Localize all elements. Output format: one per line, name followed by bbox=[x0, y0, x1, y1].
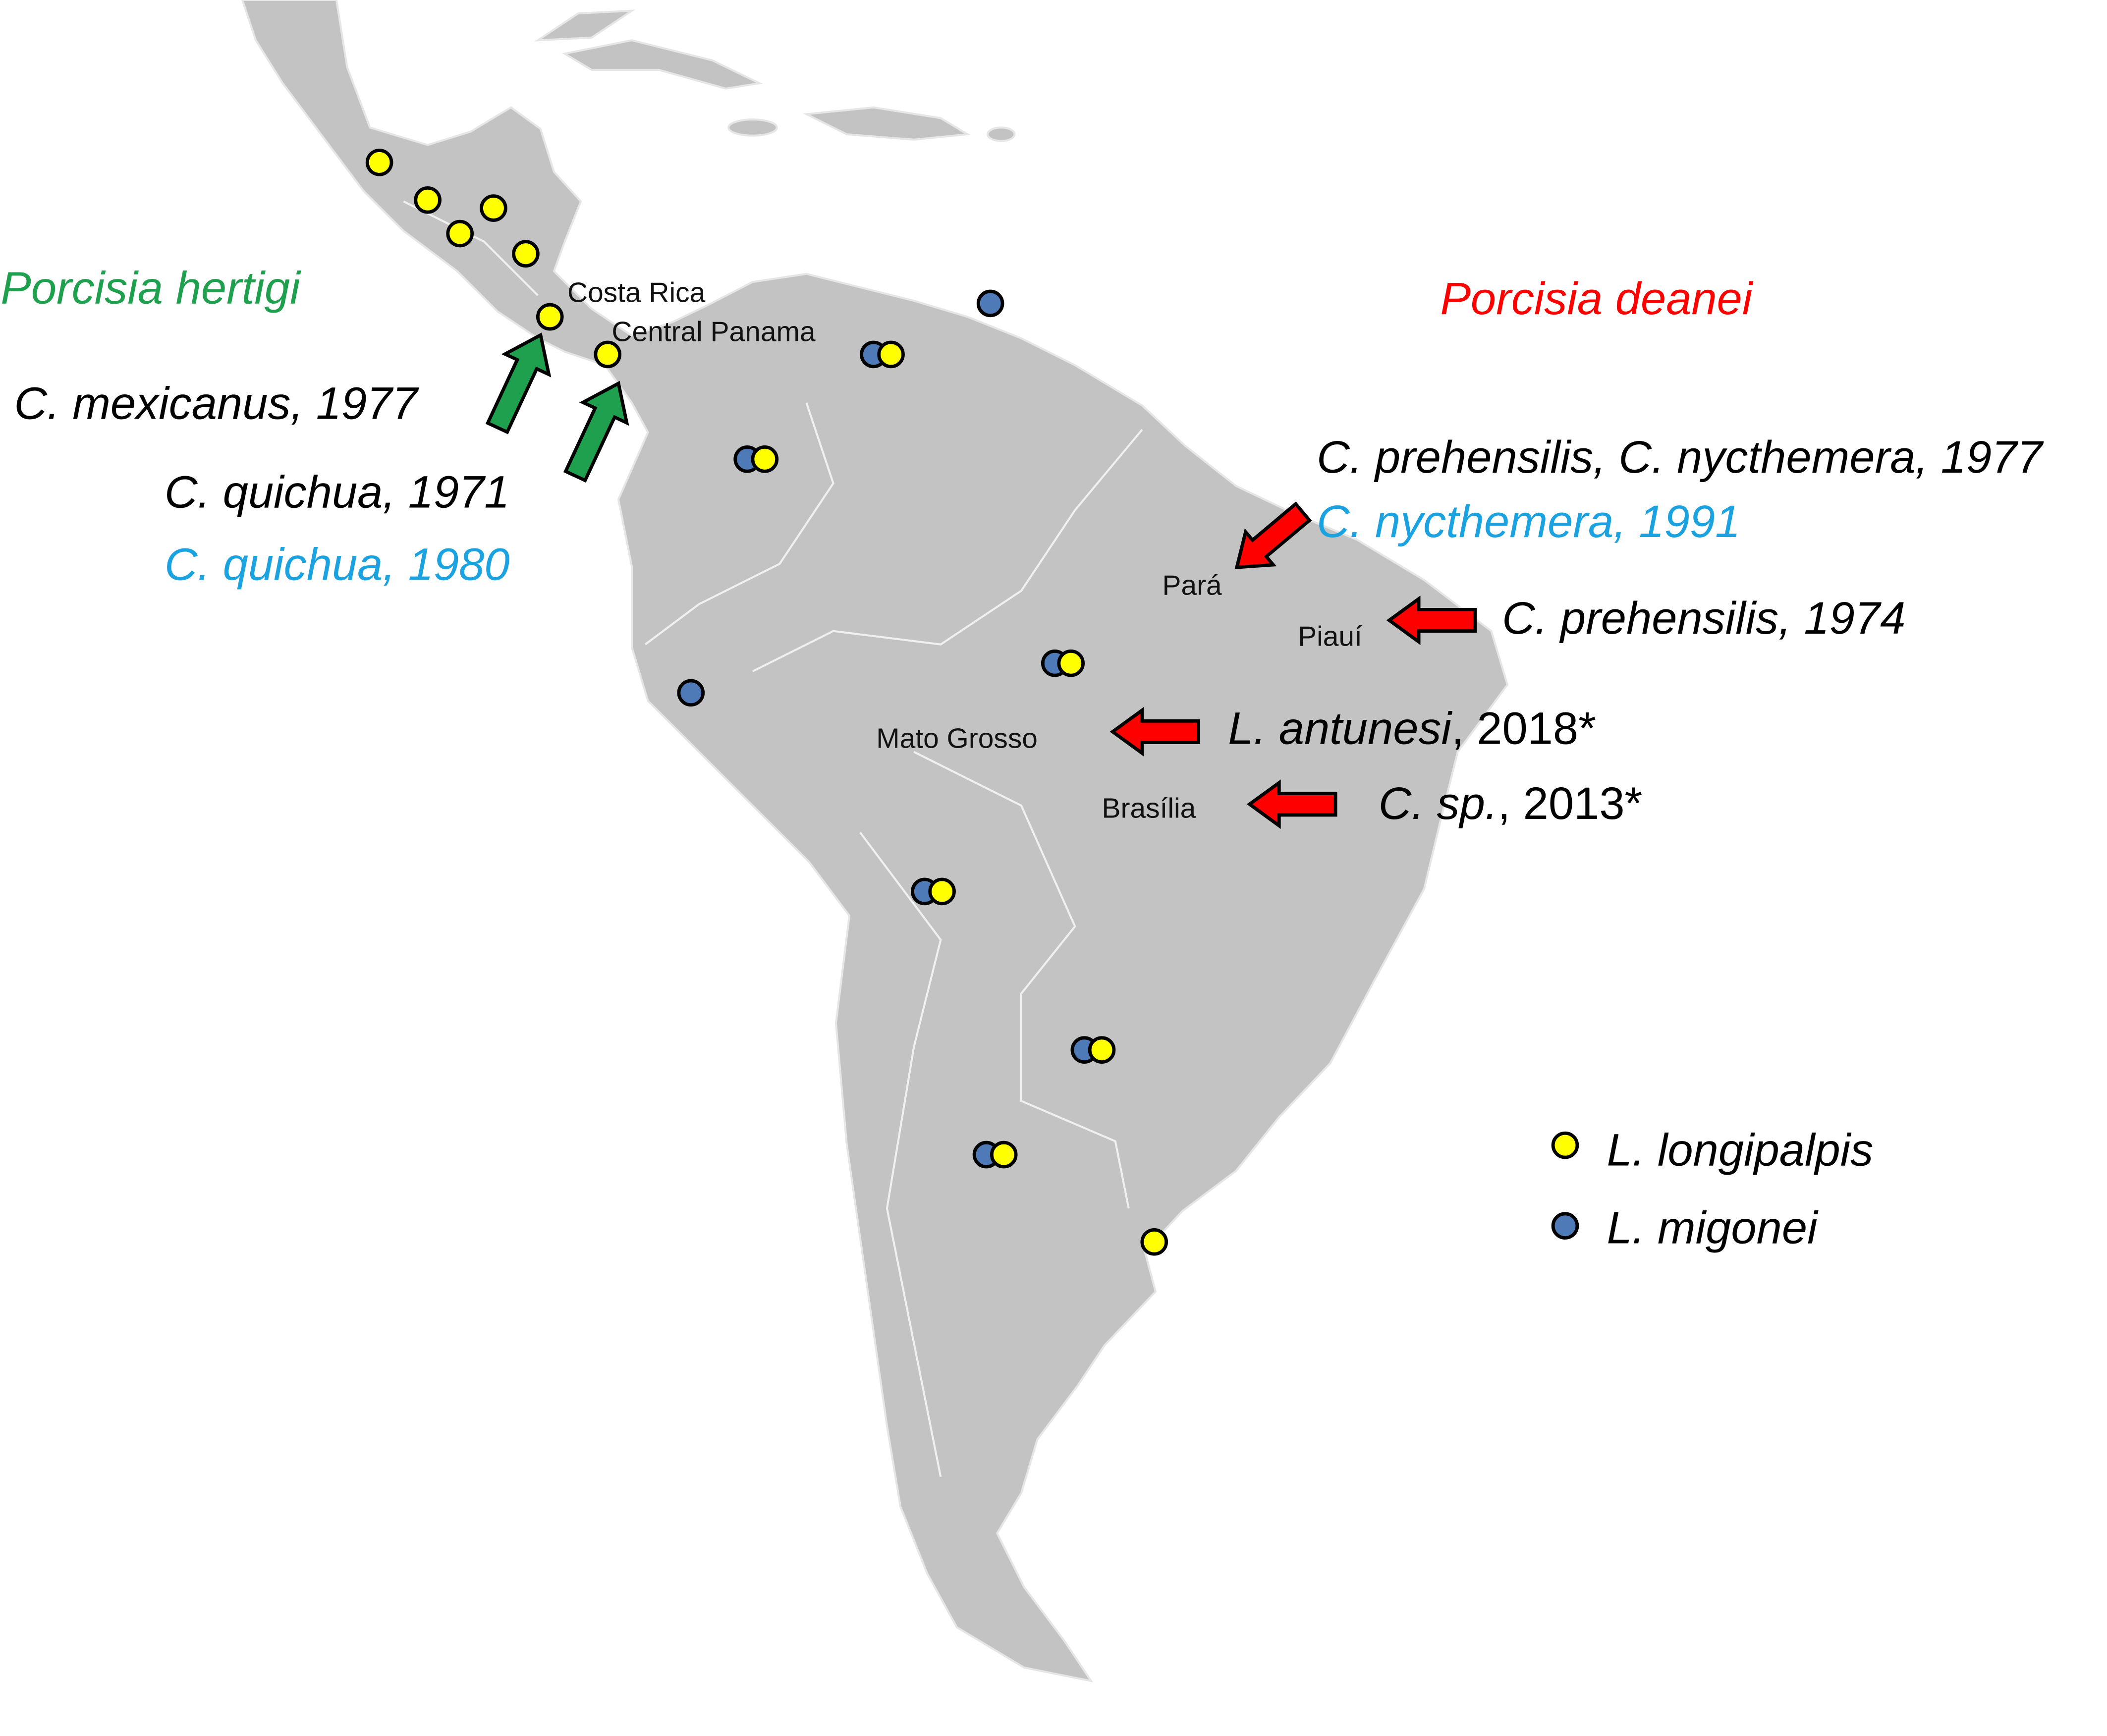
record-label: C. quichua, 1980 bbox=[165, 539, 510, 590]
record-label: C. prehensilis, 1974 bbox=[1502, 593, 1905, 644]
legend-marker bbox=[1551, 1212, 1579, 1240]
record-label: C. mexicanus, 1977 bbox=[14, 378, 419, 429]
marker-longipalpis bbox=[480, 194, 507, 222]
legend-label: L. migonei bbox=[1607, 1202, 1819, 1253]
legend-label: L. longipalpis bbox=[1607, 1124, 1874, 1175]
borders bbox=[403, 200, 1143, 1477]
marker-longipalpis bbox=[365, 149, 393, 176]
legend: L. longipalpis L. migonei bbox=[1551, 1124, 1874, 1253]
place-label: Piauí bbox=[1298, 620, 1362, 652]
red-arrow bbox=[1386, 595, 1477, 646]
marker-longipalpis bbox=[877, 340, 905, 369]
marker-longipalpis bbox=[928, 877, 956, 906]
marker-longipalpis bbox=[990, 1140, 1018, 1169]
red-arrow bbox=[1234, 501, 1312, 569]
marker-longipalpis bbox=[536, 303, 564, 331]
record-label: C. sp., 2013* bbox=[1379, 778, 1643, 829]
record-label: L. antunesi, 2018* bbox=[1228, 703, 1596, 754]
marker-longipalpis bbox=[594, 340, 622, 369]
place-label: Brasília bbox=[1102, 792, 1196, 824]
marker-longipalpis bbox=[751, 445, 779, 473]
marker-longipalpis bbox=[414, 186, 442, 214]
place-label: Costa Rica bbox=[567, 277, 706, 309]
land bbox=[241, 0, 1509, 1682]
red-arrow bbox=[1109, 706, 1201, 757]
markers bbox=[365, 149, 1168, 1256]
record-year: , 2018* bbox=[1451, 703, 1596, 754]
place-label: Central Panama bbox=[611, 316, 815, 347]
marker-longipalpis bbox=[512, 240, 540, 268]
record-label: C. nycthemera, 1991 bbox=[1317, 496, 1740, 547]
marker-migonei bbox=[677, 679, 705, 707]
green-arrow bbox=[485, 332, 552, 434]
marker-longipalpis bbox=[1057, 649, 1085, 677]
legend-marker bbox=[1551, 1131, 1579, 1159]
record-label: C. prehensilis, C. nycthemera, 1977 bbox=[1317, 432, 2044, 483]
marker-longipalpis bbox=[1140, 1228, 1168, 1256]
place-label: Mato Grosso bbox=[876, 722, 1038, 754]
green-arrow bbox=[563, 380, 629, 483]
species-label: Porcisia deanei bbox=[1440, 273, 1753, 324]
record-label: C. quichua, 1971 bbox=[165, 466, 510, 517]
marker-migonei bbox=[976, 289, 1004, 318]
record-year: , 2013* bbox=[1497, 778, 1642, 829]
record-species: C. sp. bbox=[1379, 778, 1498, 829]
arrows bbox=[485, 332, 1477, 829]
marker-longipalpis bbox=[446, 219, 474, 248]
species-label: Porcisia hertigi bbox=[0, 262, 301, 313]
red-arrow bbox=[1246, 779, 1337, 829]
record-species: L. antunesi bbox=[1228, 703, 1452, 754]
marker-longipalpis bbox=[1088, 1036, 1116, 1064]
place-label: Pará bbox=[1163, 570, 1222, 601]
